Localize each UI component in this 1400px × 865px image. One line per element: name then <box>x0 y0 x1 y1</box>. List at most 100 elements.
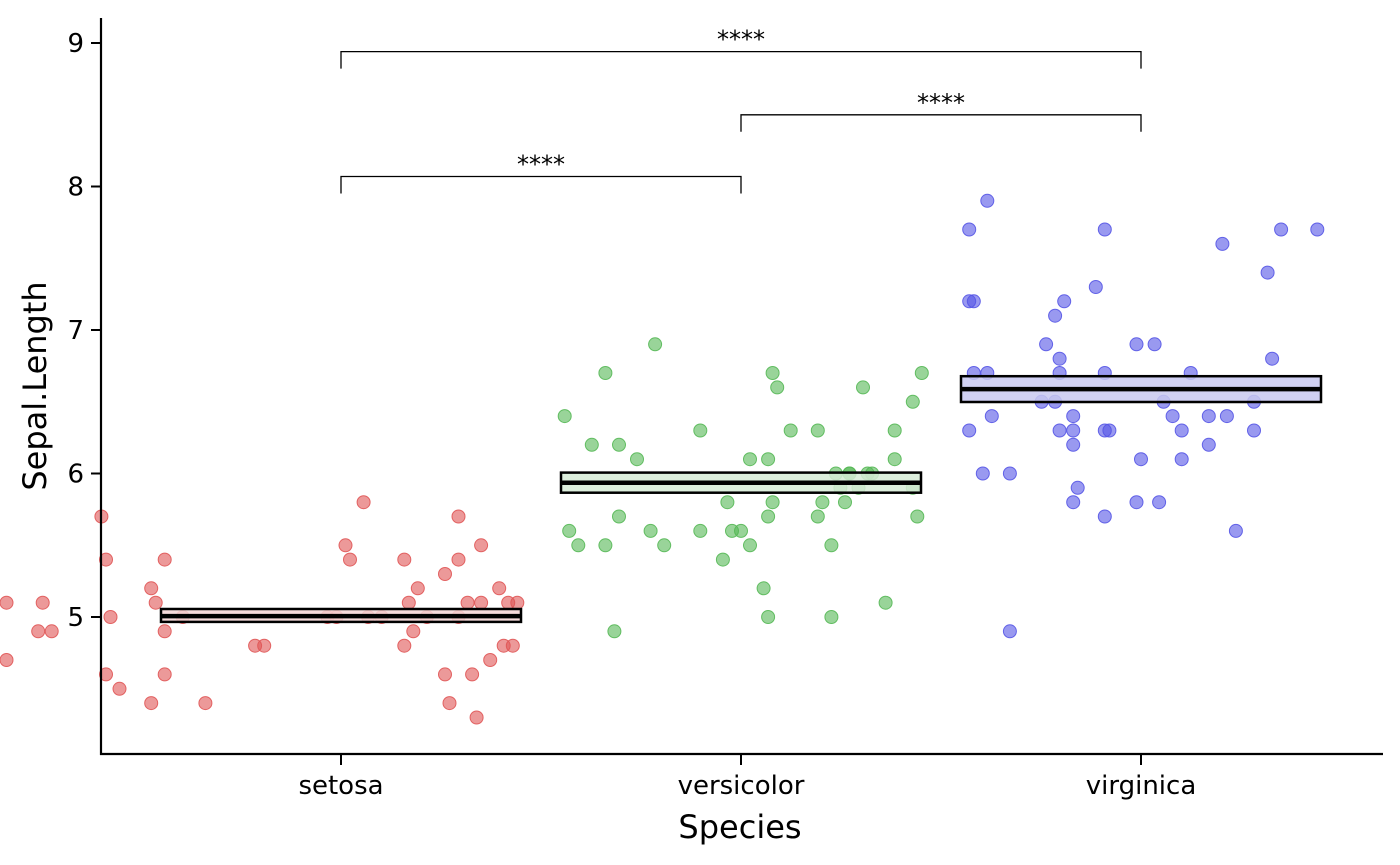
virginica-point <box>1201 437 1216 452</box>
x-tick-label: setosa <box>298 771 383 801</box>
x-axis-title: Species <box>678 808 801 846</box>
setosa-point <box>99 667 113 682</box>
y-tick-label: 6 <box>67 460 84 490</box>
setosa-point <box>112 681 127 696</box>
virginica-point <box>1174 452 1189 467</box>
versicolor-point <box>715 552 730 567</box>
versicolor-point <box>648 337 663 352</box>
comparison-label: **** <box>517 151 565 179</box>
versicolor-point <box>598 538 613 553</box>
setosa-point <box>31 624 46 639</box>
virginica-point <box>1247 423 1261 438</box>
setosa-point <box>406 624 421 639</box>
versicolor-point <box>810 423 825 438</box>
virginica-point <box>1147 337 1162 352</box>
virginica-point <box>1260 265 1275 280</box>
virginica-point <box>1102 423 1117 438</box>
versicolor-point <box>756 581 771 596</box>
virginica-point <box>1066 409 1081 424</box>
versicolor-point <box>720 495 735 510</box>
setosa-point <box>474 538 489 553</box>
virginica-point <box>1052 423 1067 438</box>
virginica-point <box>1052 351 1067 366</box>
virginica-point <box>1070 480 1085 495</box>
virginica-point <box>1039 337 1054 352</box>
versicolor-point <box>612 509 626 524</box>
virginica-point <box>1265 351 1280 366</box>
y-tick-label: 9 <box>67 29 84 59</box>
virginica-point <box>1152 495 1167 510</box>
setosa-point <box>103 610 118 624</box>
versicolor-point <box>761 452 776 467</box>
virginica-point <box>1228 523 1243 538</box>
versicolor-point <box>765 495 780 510</box>
versicolor-point <box>643 523 658 538</box>
versicolor-point <box>910 509 925 524</box>
virginica-point <box>1048 308 1063 323</box>
setosa-point <box>198 696 213 711</box>
versicolor-point <box>856 380 870 395</box>
versicolor-point <box>815 495 830 510</box>
virginica-point <box>1174 423 1189 438</box>
versicolor-point <box>783 423 798 438</box>
points-layer <box>0 193 1325 725</box>
versicolor-point <box>584 437 599 452</box>
comparison-label: **** <box>717 26 765 54</box>
setosa-point <box>492 581 507 596</box>
versicolor-point <box>765 366 780 380</box>
setosa-point <box>401 595 416 610</box>
setosa-point <box>469 710 484 725</box>
versicolor-point <box>734 523 748 538</box>
setosa-point <box>451 552 466 567</box>
y-axis-title: Sepal.Length <box>16 281 54 490</box>
x-ticks: setosa versicolor virginica <box>298 754 1196 801</box>
virginica-point <box>1057 294 1072 309</box>
y-tick-label: 7 <box>67 316 84 346</box>
setosa-point <box>451 509 466 524</box>
versicolor-point <box>630 452 644 467</box>
versicolor-point <box>914 366 929 380</box>
setosa-point <box>35 595 50 610</box>
virginica-point <box>1097 222 1112 237</box>
virginica-point <box>1219 409 1234 424</box>
setosa-point <box>144 581 159 596</box>
virginica-point <box>966 294 981 309</box>
virginica-point <box>1088 280 1103 294</box>
virginica-point <box>1215 236 1230 251</box>
setosa-point <box>442 696 457 711</box>
versicolor-point <box>743 538 757 553</box>
y-ticks: 5 6 7 8 9 <box>67 29 101 633</box>
setosa-point <box>465 667 480 682</box>
versicolor-point <box>571 538 586 553</box>
virginica-point <box>1274 222 1289 237</box>
versicolor-point <box>612 437 626 452</box>
virginica-point <box>962 222 977 237</box>
setosa-point <box>483 653 498 667</box>
versicolor-point <box>810 509 825 524</box>
versicolor-point <box>770 380 785 395</box>
virginica-point <box>1201 409 1216 424</box>
virginica-point <box>1134 452 1148 467</box>
setosa-point <box>397 638 412 653</box>
x-tick-label: versicolor <box>678 771 805 801</box>
virginica-point <box>1129 495 1144 510</box>
setosa-point <box>438 667 452 682</box>
setosa-point <box>144 696 159 711</box>
setosa-point <box>460 595 475 610</box>
virginica-point <box>1097 509 1112 524</box>
versicolor-point <box>607 624 622 639</box>
versicolor-point <box>598 366 613 380</box>
setosa-point <box>44 624 59 639</box>
setosa-point <box>157 624 172 639</box>
setosa-point <box>510 595 525 610</box>
virginica-point <box>1002 624 1017 639</box>
virginica-point <box>1129 337 1144 352</box>
virginica-point <box>975 466 990 481</box>
setosa-point <box>157 552 172 567</box>
versicolor-point <box>838 495 852 510</box>
setosa-point <box>338 538 353 553</box>
comparison-label: **** <box>917 89 965 117</box>
setosa-point <box>474 595 489 610</box>
setosa-point <box>148 595 163 610</box>
